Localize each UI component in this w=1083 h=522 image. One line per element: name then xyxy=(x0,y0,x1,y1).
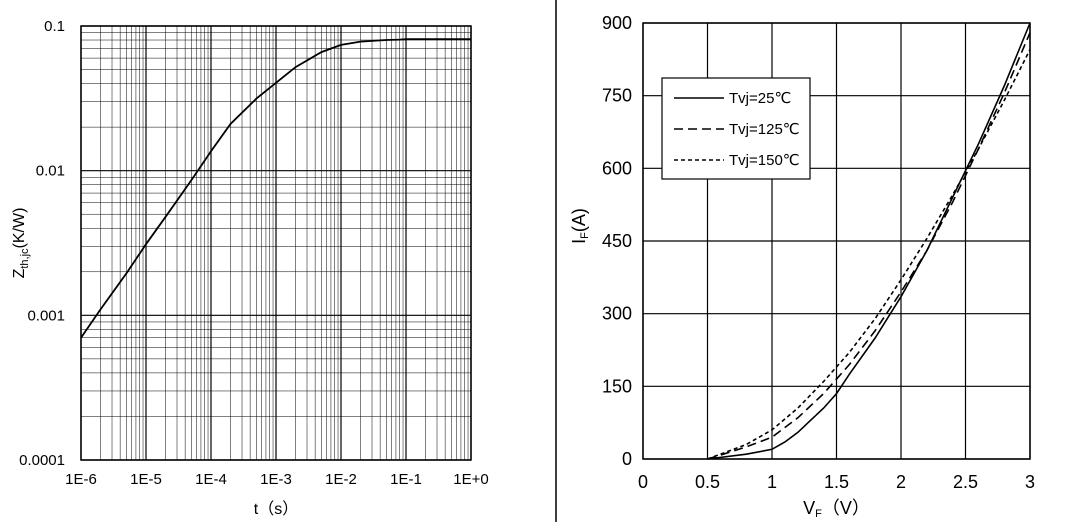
y-axis-label: IF(A) xyxy=(569,208,591,244)
x-tick-label: 1E-2 xyxy=(325,471,357,488)
x-tick-label: 1E-3 xyxy=(260,471,292,488)
series-line xyxy=(707,22,1031,460)
plot-frame xyxy=(642,22,1031,460)
legend-label: Tvj=125℃ xyxy=(729,121,800,138)
zth-curve xyxy=(80,38,471,339)
plot-frame xyxy=(80,25,472,461)
x-tick-label: 3 xyxy=(1025,472,1035,492)
y-tick-label: 300 xyxy=(602,304,632,324)
y-tick-label: 0 xyxy=(622,449,632,469)
x-axis-label: VF（V） xyxy=(803,498,870,520)
y-tick-label: 0.1 xyxy=(44,18,65,35)
x-tick-label: 1 xyxy=(767,472,777,492)
series-line xyxy=(707,32,1031,460)
x-tick-label: 1E-4 xyxy=(195,471,227,488)
y-tick-label: 0.01 xyxy=(36,163,65,180)
x-tick-label: 1E-5 xyxy=(130,471,162,488)
x-tick-label: 0 xyxy=(638,472,648,492)
x-tick-label: 1E-6 xyxy=(65,471,97,488)
x-tick-label: 1E+0 xyxy=(453,471,488,488)
legend-label: Tvj=25℃ xyxy=(729,90,791,107)
series-line xyxy=(707,49,1031,460)
legend-label: Tvj=150℃ xyxy=(729,152,800,169)
y-tick-label: 750 xyxy=(602,86,632,106)
x-axis-label: t（s） xyxy=(254,500,298,518)
y-tick-label: 0.001 xyxy=(27,307,65,324)
x-tick-label: 2.5 xyxy=(953,472,978,492)
y-tick-label: 900 xyxy=(602,13,632,33)
y-tick-label: 150 xyxy=(602,376,632,396)
forward-characteristic-chart: 0 0.5 1 1.5 2 2.5 3 0 150 300 450 600 750 900 Tvj=25℃ T… xyxy=(569,13,1035,520)
x-tick-label: 2 xyxy=(896,472,906,492)
y-tick-label: 450 xyxy=(602,231,632,251)
x-tick-label: 1.5 xyxy=(824,472,849,492)
legend-box xyxy=(661,77,811,180)
x-tick-label: 0.5 xyxy=(695,472,720,492)
y-axis-label: Zth,jc(K/W) xyxy=(11,208,31,279)
thermal-impedance-chart: 1E-6 1E-5 1E-4 1E-3 1E-2 1E-1 1E+0 0.0001 0.001 0… xyxy=(11,18,489,518)
x-tick-label: 1E-1 xyxy=(390,471,422,488)
y-tick-label: 600 xyxy=(602,158,632,178)
y-tick-label: 0.0001 xyxy=(19,452,65,469)
